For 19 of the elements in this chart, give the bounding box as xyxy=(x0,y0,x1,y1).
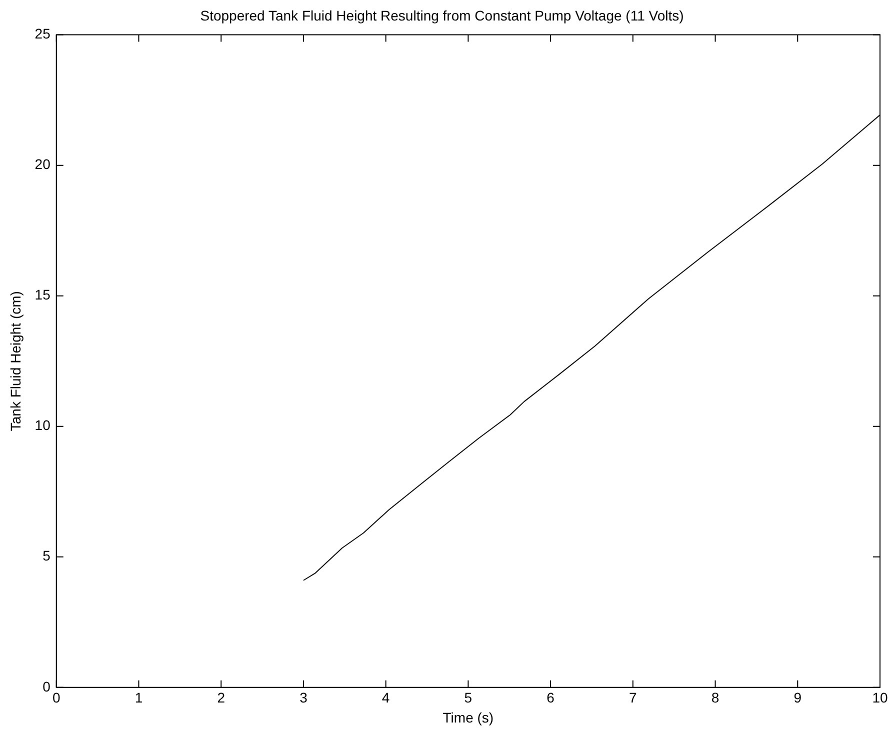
x-tick-label: 1 xyxy=(134,690,143,706)
y-tick-label: 15 xyxy=(34,286,51,303)
x-tick-label: 4 xyxy=(382,690,390,706)
x-tick-label: 10 xyxy=(872,690,888,706)
y-tick-label: 20 xyxy=(34,156,51,172)
x-tick-label: 7 xyxy=(629,690,638,706)
x-axis-title: Time (s) xyxy=(442,709,494,726)
y-tick-label: 5 xyxy=(42,548,51,564)
x-tick-label: 3 xyxy=(300,690,308,706)
y-tick-label: 0 xyxy=(42,678,51,694)
x-tick-label: 6 xyxy=(546,690,555,706)
chart-title: Stoppered Tank Fluid Height Resulting from Constant Pump Voltage (11 Volts) xyxy=(200,7,684,24)
y-axis-title: Tank Fluid Height (cm) xyxy=(7,291,24,432)
x-tick-label: 2 xyxy=(217,690,226,706)
y-tick-label: 25 xyxy=(34,26,51,42)
x-tick-label: 9 xyxy=(794,690,802,706)
x-tick-label: 5 xyxy=(464,690,472,706)
x-tick-label: 8 xyxy=(711,690,720,706)
y-tick-label: 10 xyxy=(34,417,51,434)
